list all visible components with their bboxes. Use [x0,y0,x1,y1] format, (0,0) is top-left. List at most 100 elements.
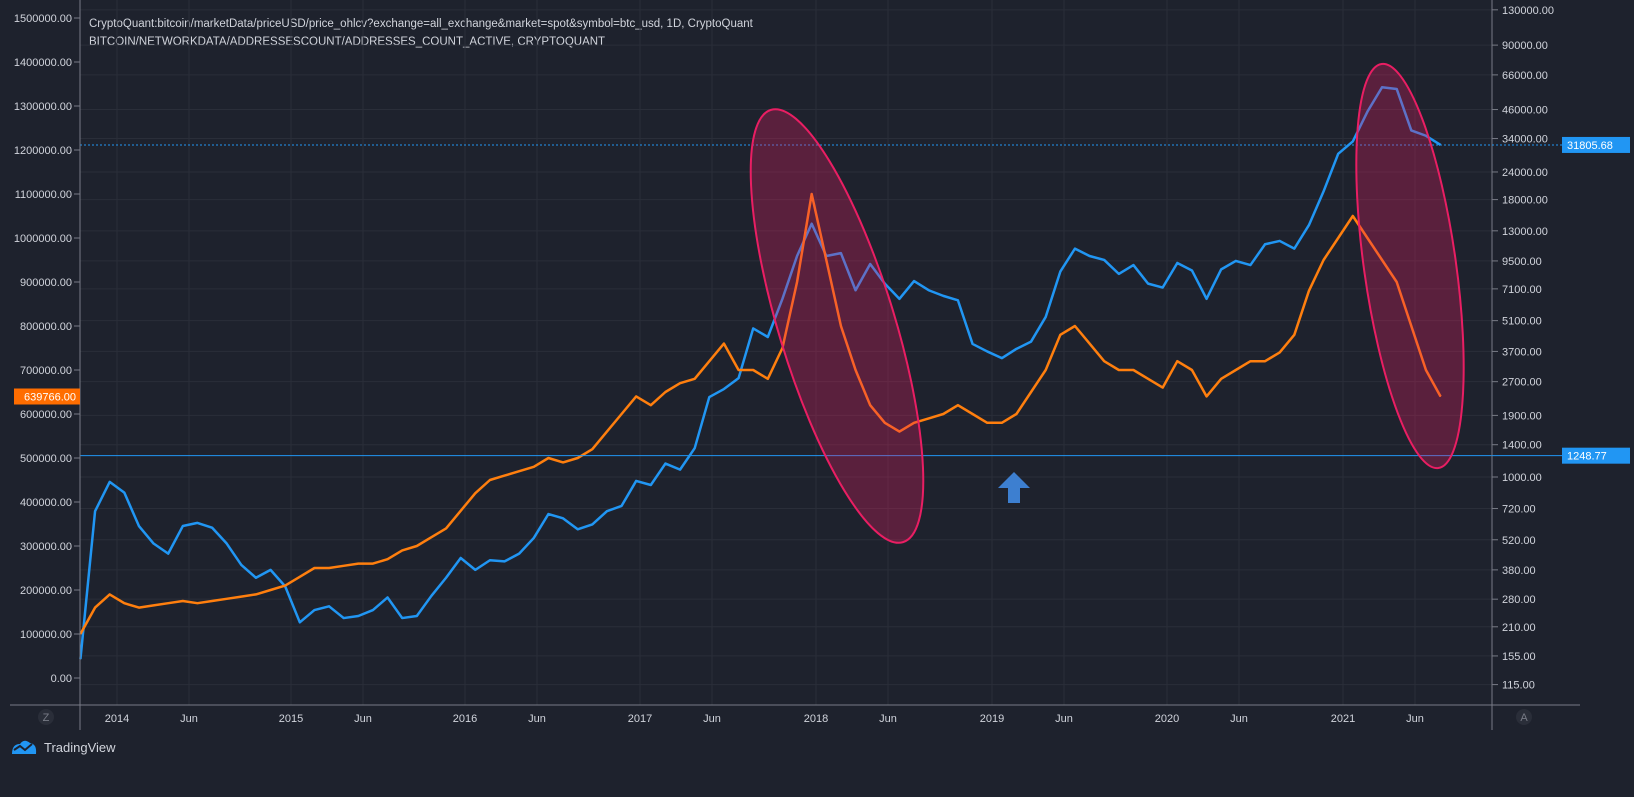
active-addresses-point [635,395,637,397]
price-point [781,298,783,300]
price-point [1249,264,1251,266]
right-tick-label: 7100.00 [1502,284,1542,296]
right-tick-label: 1000.00 [1502,472,1542,484]
x-tick-label: Jun [180,713,198,725]
active-addresses-point [299,576,301,578]
active-addresses-point [1425,369,1427,371]
right-tick-label: 34000.00 [1502,134,1548,146]
tradingview-logo[interactable]: TradingView [10,738,116,756]
active-addresses-point [1059,334,1061,336]
price-point [1089,255,1091,257]
right-tick-label: 9500.00 [1502,256,1542,268]
price-point [226,543,228,545]
active-addresses-point [591,448,593,450]
auto-scale-button[interactable] [1516,709,1532,725]
active-addresses-point [1162,387,1164,389]
left-tick-label: 1200000.00 [14,145,72,157]
active-addresses-point [811,193,813,195]
active-addresses-point [343,565,345,567]
right-tick-label: 1900.00 [1502,410,1542,422]
price-point [708,396,710,398]
active-addresses-point [1147,378,1149,380]
active-addresses-point [387,558,389,560]
active-addresses-point [898,431,900,433]
active-addresses-point [913,422,915,424]
price-point [972,343,974,345]
price-point [1308,224,1310,226]
active-addresses-point [796,281,798,283]
price-point [474,569,476,571]
active-addresses-point [1410,325,1412,327]
right-tick-label: 1400.00 [1502,440,1542,452]
active-addresses-point [240,596,242,598]
right-tick-label: 155.00 [1502,651,1536,663]
right-tick-label: 3700.00 [1502,346,1542,358]
left-tick-label: 1100000.00 [15,189,72,201]
price-point [460,557,462,559]
price-point [1323,190,1325,192]
left-scale-button[interactable] [38,709,54,725]
active-addresses-point [1366,237,1368,239]
left-tick-label: 300000.00 [20,541,72,553]
price-point [928,289,930,291]
right-tick-label: 90000.00 [1502,40,1548,52]
active-addresses-point [357,563,359,565]
price-point [196,522,198,524]
price-point [679,469,681,471]
active-addresses-point [255,593,257,595]
active-addresses-point [416,545,418,547]
active-addresses-point [313,567,315,569]
price-point [328,605,330,607]
price-point [518,553,520,555]
active-addresses-point [474,492,476,494]
active-addresses-point [1030,391,1032,393]
price-point [1264,243,1266,245]
active-addresses-point [182,600,184,602]
right-tick-label: 18000.00 [1502,195,1548,207]
price-point [738,377,740,379]
left-tick-label: 500000.00 [20,453,72,465]
price-point [957,299,959,301]
left-tick-label: 200000.00 [20,585,72,597]
active-addresses-point [1323,259,1325,261]
left-tick-label: 700000.00 [20,365,72,377]
active-addresses-point [1337,237,1339,239]
price-point [1118,273,1120,275]
price-point [767,336,769,338]
price-point [445,577,447,579]
price-point [1425,135,1427,137]
x-tick-label: Jun [354,713,372,725]
x-tick-label: 2021 [1331,713,1355,725]
active-addresses-point [167,602,169,604]
price-point [401,617,403,619]
active-addresses-point [533,466,535,468]
price-point [1279,240,1281,242]
active-addresses-point [986,422,988,424]
left-tick-label: 1500000.00 [14,13,72,25]
price-point [1381,86,1383,88]
price-point [621,505,623,507]
active-addresses-point [153,604,155,606]
active-addresses-point [1308,290,1310,292]
active-addresses-point [460,510,462,512]
right-tick-label: 380.00 [1502,565,1536,577]
active-addresses-point [1352,215,1354,217]
price-point [138,525,140,527]
left-tick-label: 400000.00 [20,497,72,509]
price-point [1045,316,1047,318]
highlight-ellipse-2018[interactable] [715,93,958,559]
price-point [855,289,857,291]
highlight-ellipse-2021[interactable] [1336,58,1484,475]
x-tick-label: Jun [1230,713,1248,725]
active-addresses-point [972,413,974,415]
active-addresses-point [94,607,96,609]
up-arrow-icon[interactable] [998,472,1030,503]
annotations [715,58,1484,559]
right-tick-label: 130000.00 [1502,5,1554,17]
price-point [811,223,813,225]
price-point [1059,271,1061,273]
active-addresses-point [1132,369,1134,371]
x-tick-label: Jun [1055,713,1073,725]
right-tick-label: 280.00 [1502,594,1536,606]
